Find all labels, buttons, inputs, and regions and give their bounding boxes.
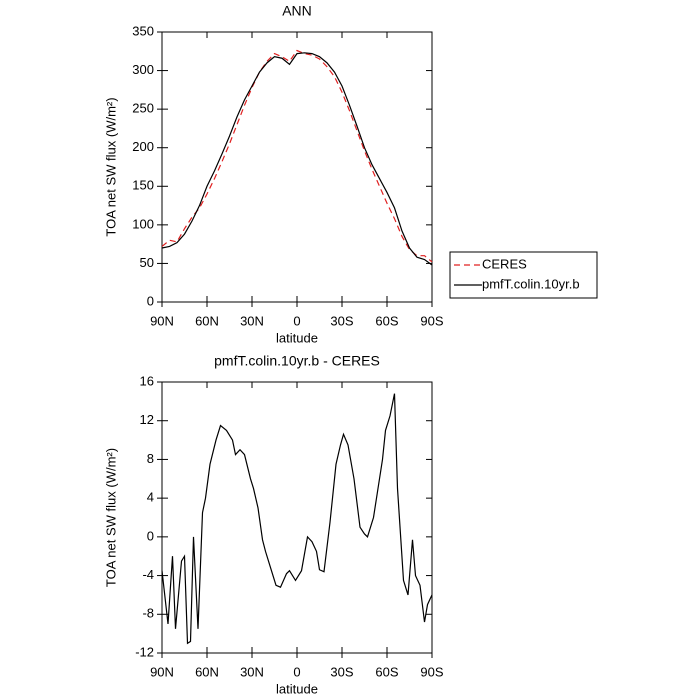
- y-tick-label: 12: [140, 412, 154, 427]
- x-tick-label: 30S: [330, 313, 353, 328]
- legend-box: [449, 251, 598, 299]
- data-line: [161, 49, 433, 263]
- y-tick-label: -8: [142, 606, 154, 621]
- y-tick-label: 4: [147, 490, 154, 505]
- y-tick-label: 50: [140, 255, 154, 270]
- chart-title: ANN: [282, 3, 312, 19]
- y-tick-label: 250: [132, 101, 154, 116]
- x-tick-label: 30S: [330, 664, 353, 679]
- data-line: [161, 52, 433, 266]
- x-tick-label: 90N: [150, 664, 174, 679]
- y-tick-label: -12: [135, 644, 154, 659]
- x-tick-label: 60S: [375, 313, 398, 328]
- y-axis-label: TOA net SW flux (W/m²): [103, 97, 118, 236]
- x-axis-label: latitude: [276, 330, 318, 345]
- y-tick-label: 16: [140, 373, 154, 388]
- x-tick-label: 60S: [375, 664, 398, 679]
- y-tick-label: 300: [132, 62, 154, 77]
- x-tick-label: 60N: [195, 313, 219, 328]
- x-tick-label: 90S: [420, 313, 443, 328]
- y-tick-label: 150: [132, 178, 154, 193]
- y-tick-label: 100: [132, 216, 154, 231]
- x-tick-label: 90N: [150, 313, 174, 328]
- y-tick-label: 0: [147, 528, 154, 543]
- y-tick-label: 200: [132, 139, 154, 154]
- chart-title: pmfT.colin.10yr.b - CERES: [214, 353, 380, 369]
- x-tick-label: 30N: [240, 664, 264, 679]
- plot-frame: [161, 31, 433, 303]
- y-axis-label: TOA net SW flux (W/m²): [103, 448, 118, 587]
- x-tick-label: 0: [293, 664, 300, 679]
- x-axis-label: latitude: [276, 681, 318, 696]
- data-line: [161, 393, 433, 645]
- x-tick-label: 60N: [195, 664, 219, 679]
- legend-label: pmfT.colin.10yr.b: [482, 276, 580, 291]
- x-tick-label: 0: [293, 313, 300, 328]
- x-tick-label: 90S: [420, 664, 443, 679]
- y-tick-label: -4: [142, 567, 154, 582]
- y-tick-label: 350: [132, 23, 154, 38]
- x-tick-label: 30N: [240, 313, 264, 328]
- y-tick-label: 0: [147, 293, 154, 308]
- legend-label: CERES: [482, 256, 527, 271]
- y-tick-label: 8: [147, 451, 154, 466]
